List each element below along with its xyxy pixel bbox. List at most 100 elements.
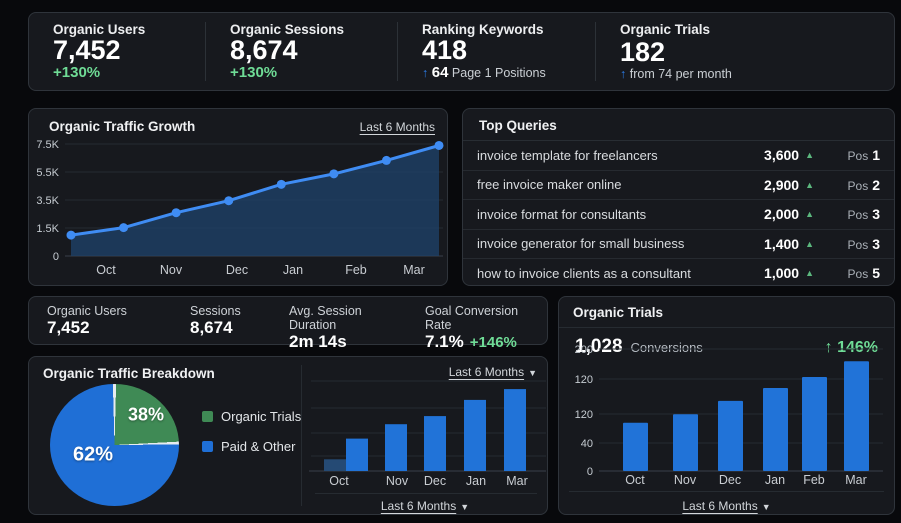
trend-up-icon: ▲ <box>805 209 814 220</box>
trials-bar-chart: 200 120 120 40 0 Oct Nov Dec Jan Feb Mar <box>575 344 883 487</box>
svg-text:Dec: Dec <box>424 474 446 488</box>
trend-up-icon: ▲ <box>805 238 814 249</box>
pie-slice-label: 62% <box>72 443 114 466</box>
svg-text:Feb: Feb <box>803 473 825 487</box>
kpi-ranking-keywords: Ranking Keywords 418 ↑ 64 Page 1 Positio… <box>397 22 595 81</box>
kpi-summary-card: Organic Users 7,452 +130% Organic Sessio… <box>28 12 895 91</box>
stat-goal-conversion: Goal Conversion Rate 7.1% +146% <box>407 304 547 351</box>
svg-text:120: 120 <box>575 409 593 421</box>
up-arrow-icon: ↑ <box>824 339 833 356</box>
kpi-value: 8,674 <box>230 35 298 65</box>
svg-text:Oct: Oct <box>625 473 645 487</box>
kpi-value: 7,452 <box>53 35 121 65</box>
divider <box>315 493 537 494</box>
divider <box>301 365 302 506</box>
stat-sessions: Sessions 8,674 <box>172 304 271 337</box>
legend-label: Organic Trials <box>221 409 302 424</box>
svg-text:Nov: Nov <box>674 473 697 487</box>
svg-text:7.5K: 7.5K <box>36 139 59 151</box>
legend-swatch-green <box>202 411 213 422</box>
stat-label: Sessions <box>190 304 241 318</box>
stat-label: Goal Conversion Rate <box>425 304 519 332</box>
svg-text:Dec: Dec <box>226 263 248 277</box>
up-arrow-icon: ↑ <box>620 67 627 81</box>
traffic-growth-header: Organic Traffic Growth Last 6 Months <box>29 109 447 134</box>
stat-value-row: 7.1% +146% <box>425 332 547 352</box>
range-selector[interactable]: Last 6 Months <box>359 120 435 134</box>
range-selector[interactable]: Last 6 Months ▼ <box>380 499 470 513</box>
kpi-label: Organic Sessions <box>230 22 345 37</box>
monthly-trend-bar-chart: Oct Nov Dec Jan Mar <box>309 380 546 488</box>
kpi-sub-text: from 74 per month <box>629 67 732 81</box>
card-title: Top Queries <box>463 109 894 141</box>
query-row: invoice generator for small business 1,4… <box>463 230 894 259</box>
query-position: Pos 2 <box>847 176 880 193</box>
kpi-value: 182 <box>620 36 666 67</box>
kpi-delta: +130% <box>53 64 101 81</box>
query-position: Pos 1 <box>847 147 880 164</box>
svg-text:3.5K: 3.5K <box>36 195 59 207</box>
svg-text:Oct: Oct <box>96 263 116 277</box>
chevron-down-icon: ▼ <box>761 502 771 512</box>
legend-swatch-blue <box>202 441 213 452</box>
kpi-label: Ranking Keywords <box>422 22 544 37</box>
svg-text:Nov: Nov <box>160 263 183 277</box>
kpi-organic-trials: Organic Trials 182 ↑ from 74 per month <box>595 22 894 81</box>
legend-paid-other: Paid & Other <box>202 439 295 454</box>
kpi-sub-bold: 64 <box>431 64 449 81</box>
query-text: free invoice maker online <box>477 177 622 193</box>
stat-delta: +146% <box>469 334 517 351</box>
range-selector[interactable]: Last 6 Months ▼ <box>682 499 771 513</box>
query-position: Pos 3 <box>847 206 880 223</box>
kpi-subtext: ↑ 64 Page 1 Positions <box>422 64 595 81</box>
top-queries-card: Top Queries invoice template for freelan… <box>462 108 895 286</box>
query-row: invoice template for freelancers 3,600 ▲… <box>463 141 894 171</box>
kpi-subtext: ↑ from 74 per month <box>620 67 894 81</box>
kpi-sub-text: Page 1 Positions <box>451 66 546 80</box>
query-volume: 2,900 <box>764 176 800 193</box>
query-volume: 3,600 <box>764 147 800 164</box>
kpi-label: Organic Users <box>53 22 146 37</box>
svg-text:0: 0 <box>587 466 593 478</box>
svg-text:Jan: Jan <box>765 473 785 487</box>
query-text: invoice template for freelancers <box>477 147 658 163</box>
query-volume: 1,000 <box>764 265 800 282</box>
card-title: Organic Traffic Breakdown <box>43 366 215 381</box>
stat-value: 7,452 <box>47 318 90 337</box>
trials-summary: 1,028 Conversions ↑ 146% <box>559 328 894 358</box>
up-arrow-icon: ↑ <box>422 66 429 80</box>
traffic-growth-card: Organic Traffic Growth Last 6 Months 7.5… <box>28 108 448 286</box>
trend-up-icon: ▲ <box>805 268 814 279</box>
stat-value: 2m 14s <box>289 332 347 351</box>
stat-value: 7.1% <box>425 332 464 351</box>
stat-organic-users: Organic Users 7,452 <box>29 304 172 337</box>
query-row: how to invoice clients as a consultant 1… <box>463 259 894 288</box>
trials-delta: ↑ 146% <box>824 339 878 356</box>
traffic-breakdown-card: Organic Traffic Breakdown 38% 62% Organi… <box>28 356 548 515</box>
kpi-value: 418 <box>422 35 468 65</box>
kpi-organic-sessions: Organic Sessions 8,674 +130% <box>205 22 397 81</box>
stat-label: Avg. Session Duration <box>289 304 362 332</box>
svg-text:200: 200 <box>575 344 593 356</box>
query-position: Pos 5 <box>847 265 880 282</box>
query-text: how to invoice clients as a consultant <box>477 265 691 281</box>
query-row: invoice format for consultants 2,000 ▲ P… <box>463 200 894 230</box>
pie-slice-label: 38% <box>127 404 165 425</box>
conversions-value: 1,028 <box>575 336 623 357</box>
svg-text:40: 40 <box>581 438 593 450</box>
kpi-delta: +130% <box>230 64 278 81</box>
trend-up-icon: ▲ <box>805 150 814 161</box>
stat-session-duration: Avg. Session Duration 2m 14s <box>271 304 407 351</box>
query-position: Pos 3 <box>847 235 880 252</box>
svg-text:Jan: Jan <box>283 263 303 277</box>
query-volume: 2,000 <box>764 206 800 223</box>
query-text: invoice generator for small business <box>477 236 685 252</box>
query-row: free invoice maker online 2,900 ▲ Pos 2 <box>463 171 894 200</box>
svg-text:Jan: Jan <box>466 474 486 488</box>
range-selector[interactable]: Last 6 Months ▼ <box>448 365 537 379</box>
organic-trials-card: Organic Trials 1,028 Conversions ↑ 146% … <box>558 296 895 515</box>
svg-text:Mar: Mar <box>506 474 528 488</box>
svg-text:0: 0 <box>53 251 59 263</box>
query-text: invoice format for consultants <box>477 206 647 222</box>
conversions-unit: Conversions <box>630 340 703 355</box>
